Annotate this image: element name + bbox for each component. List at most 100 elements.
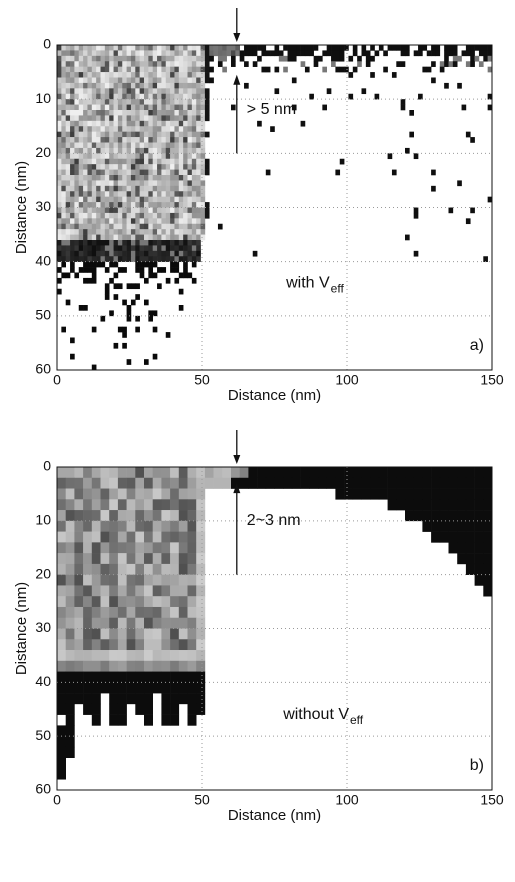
texture-cell	[196, 245, 201, 252]
texture-cell	[157, 267, 162, 273]
annotation-measure: 2~3 nm	[247, 512, 301, 529]
texture-cell	[170, 196, 175, 203]
texture-cell	[91, 115, 97, 122]
texture-cell	[352, 50, 358, 57]
texture-cell	[196, 650, 206, 662]
texture-cell	[165, 126, 171, 132]
texture-cell	[65, 207, 71, 214]
texture-cell	[200, 61, 206, 67]
texture-cell	[139, 99, 145, 105]
texture-cell	[78, 234, 84, 241]
texture-cell	[139, 45, 145, 51]
texture-cell	[148, 196, 153, 203]
texture-cell	[465, 542, 475, 554]
texture-cell	[130, 240, 136, 246]
texture-cell	[65, 77, 71, 84]
texture-cell	[217, 50, 223, 57]
texture-cell	[139, 82, 145, 89]
texture-cell	[57, 212, 62, 219]
texture-cell	[130, 185, 136, 192]
texture-cell	[191, 223, 197, 230]
texture-cell	[157, 245, 162, 252]
texture-cell	[422, 499, 432, 511]
texture-cell	[83, 158, 88, 165]
texture-cell	[122, 164, 127, 170]
texture-cell	[91, 185, 97, 192]
texture-cell	[170, 153, 175, 160]
texture-cell	[187, 93, 193, 100]
texture-cell	[196, 218, 201, 225]
texture-cell	[191, 180, 197, 187]
texture-cell	[170, 115, 175, 122]
texture-cell	[139, 77, 145, 84]
texture-cell	[117, 240, 123, 246]
texture-cell	[178, 288, 184, 295]
texture-cell	[357, 61, 362, 67]
texture-cell	[57, 153, 62, 160]
texture-cell	[204, 55, 210, 62]
texture-cell	[148, 126, 153, 132]
texture-cell	[57, 693, 66, 705]
texture-cell	[91, 250, 97, 257]
texture-cell	[335, 467, 345, 479]
texture-cell	[113, 218, 119, 225]
texture-cell	[130, 72, 136, 78]
texture-cell	[474, 553, 484, 565]
texture-cell	[318, 55, 323, 62]
texture-cell	[96, 240, 101, 246]
texture-cell	[178, 531, 188, 543]
texture-cell	[74, 542, 84, 554]
texture-cell	[191, 212, 197, 219]
texture-cell	[113, 99, 119, 105]
texture-cell	[144, 50, 149, 57]
texture-cell	[413, 499, 423, 511]
texture-cell	[100, 229, 106, 235]
texture-cell	[196, 606, 206, 619]
texture-cell	[65, 223, 71, 230]
texture-cell	[165, 131, 171, 138]
texture-cell	[157, 88, 162, 95]
texture-cell	[100, 72, 106, 78]
texture-cell	[91, 137, 97, 143]
texture-cell	[104, 288, 110, 295]
texture-cell	[57, 736, 66, 748]
texture-cell	[165, 245, 171, 252]
texture-cell	[170, 77, 175, 84]
texture-cell	[161, 693, 171, 705]
texture-cell	[144, 153, 149, 160]
texture-cell	[187, 153, 193, 160]
texture-cell	[174, 158, 180, 165]
texture-cell	[161, 104, 167, 111]
texture-cell	[117, 175, 123, 181]
texture-cell	[178, 223, 184, 230]
texture-cell	[104, 45, 110, 51]
texture-cell	[152, 326, 158, 333]
texture-cell	[165, 72, 171, 78]
texture-cell	[178, 61, 184, 67]
texture-cell	[74, 229, 80, 235]
texture-cell	[61, 153, 66, 160]
texture-cell	[165, 61, 171, 67]
texture-cell	[452, 61, 458, 67]
texture-cell	[231, 45, 236, 51]
texture-cell	[161, 137, 167, 143]
texture-cell	[135, 196, 140, 203]
texture-cell	[165, 240, 171, 246]
texture-cell	[104, 82, 110, 89]
texture-cell	[109, 520, 119, 532]
texture-cell	[109, 147, 114, 154]
texture-cell	[170, 142, 175, 149]
texture-cell	[244, 45, 249, 51]
texture-cell	[57, 202, 62, 208]
texture-cell	[100, 520, 110, 532]
texture-cell	[65, 606, 75, 619]
texture-cell	[91, 585, 101, 597]
texture-cell	[83, 185, 88, 192]
texture-cell	[200, 137, 206, 143]
texture-cell	[178, 126, 184, 132]
texture-cell	[157, 99, 162, 105]
texture-cell	[61, 147, 66, 154]
texture-cell	[117, 207, 123, 214]
texture-cell	[144, 82, 149, 89]
texture-cell	[152, 542, 162, 554]
